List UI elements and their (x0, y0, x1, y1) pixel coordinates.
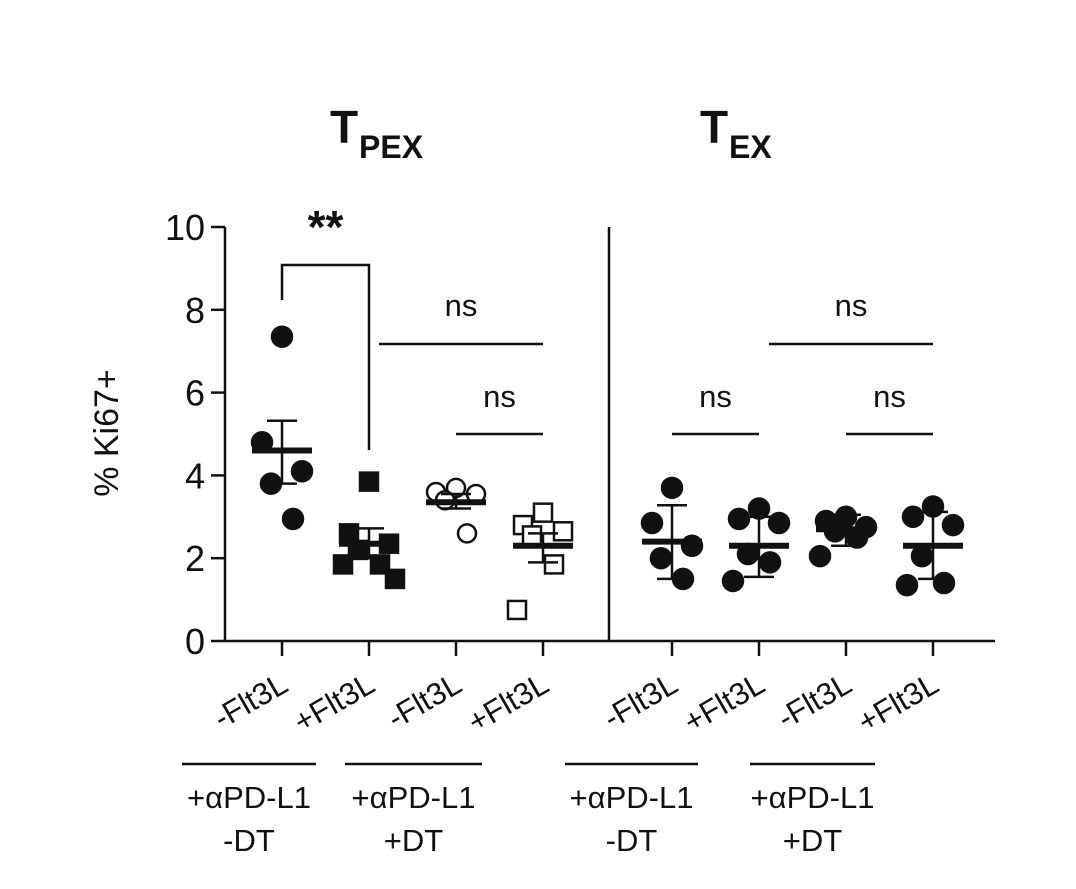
data-point (281, 507, 305, 531)
data-point (456, 523, 478, 544)
significance-bracket (280, 263, 371, 450)
group-label-line1: +αPD-L1 (751, 780, 875, 815)
y-tick-label: 4 (185, 455, 205, 496)
data-point (270, 325, 294, 348)
y-tick-label: 8 (185, 290, 205, 331)
group-label-line1: +αPD-L1 (570, 780, 694, 815)
x-category-label: +Flt3L (288, 666, 381, 740)
significance-annotations: ** ns ns ns ns ns (280, 201, 933, 450)
data-point (384, 568, 406, 590)
data-point (895, 573, 919, 597)
data-points (250, 325, 965, 621)
data-point (506, 599, 528, 621)
data-point (290, 460, 314, 483)
data-point (369, 554, 391, 575)
group-label-line1: +αPD-L1 (187, 780, 311, 815)
data-point (640, 511, 664, 535)
y-tick-label: 6 (185, 373, 205, 414)
group-labels: +αPD-L1 -DT +αPD-L1 +DT +αPD-L1 -DT +αPD-L1 +DT (182, 762, 875, 858)
significance-label: ns (483, 379, 516, 414)
group-label-line2: -DT (606, 823, 658, 858)
data-point (660, 476, 684, 500)
axes (223, 227, 995, 656)
significance-label: ns (835, 288, 868, 323)
y-axis-label: % Ki67+ (88, 369, 126, 497)
data-point (932, 571, 956, 595)
y-axis-ticks: 0 2 4 6 8 10 (165, 207, 225, 662)
significance-label: ns (699, 379, 732, 414)
panel-title-tpex-main: T (330, 101, 358, 153)
data-point (901, 505, 925, 529)
x-category-label: +Flt3L (678, 666, 771, 740)
x-category-label: -Flt3L (207, 666, 293, 736)
data-point (941, 513, 965, 537)
data-point (543, 554, 565, 575)
x-category-label: +Flt3L (852, 666, 945, 740)
group-label-line2: +DT (384, 823, 443, 858)
group-label-line2: -DT (223, 823, 275, 858)
data-point (721, 569, 745, 593)
data-point (521, 525, 543, 546)
x-axis-category-labels: -Flt3L+Flt3L -Flt3L+Flt3L -Flt3L+Flt3L -Flt… (207, 666, 944, 740)
y-tick-label: 10 (165, 207, 205, 248)
y-tick-label: 0 (185, 621, 205, 662)
data-point (552, 521, 574, 542)
data-point (649, 546, 673, 570)
x-category-label: -Flt3L (381, 666, 467, 736)
significance-label: ns (873, 379, 906, 414)
data-point (727, 507, 751, 531)
panel-title-tex-sub: EX (729, 129, 772, 165)
data-point (758, 551, 782, 574)
x-category-label: -Flt3L (771, 666, 857, 736)
mean-sem-bars (252, 419, 963, 581)
data-point (532, 502, 554, 523)
significance-label: ** (308, 201, 344, 253)
data-point (910, 544, 934, 568)
data-point (808, 544, 832, 568)
panel-titles: T PEX T EX (330, 101, 772, 165)
data-point (338, 523, 360, 544)
x-category-label: -Flt3L (597, 666, 683, 736)
data-point (747, 497, 771, 520)
y-tick-label: 2 (185, 538, 205, 579)
data-point (358, 471, 380, 492)
data-point (332, 554, 354, 575)
group-label-line1: +αPD-L1 (352, 780, 476, 815)
group-label-line2: +DT (783, 823, 842, 858)
significance-label: ns (445, 288, 478, 323)
panel-title-tpex-sub: PEX (359, 129, 424, 165)
panel-title-tex-main: T (700, 101, 728, 153)
x-category-label: +Flt3L (462, 666, 555, 740)
